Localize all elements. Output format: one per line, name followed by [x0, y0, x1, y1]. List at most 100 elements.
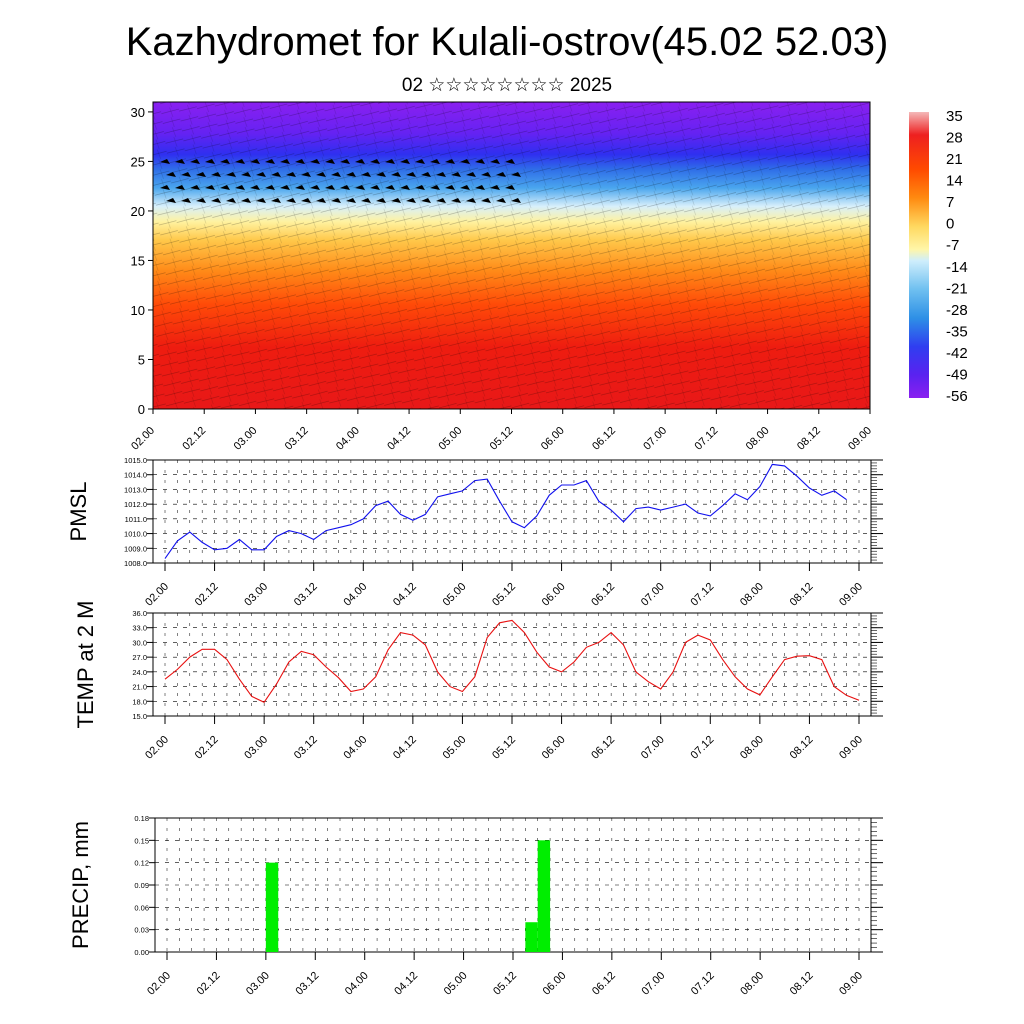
x-tick-label: 08.12	[788, 734, 816, 762]
wind-barb	[241, 172, 251, 177]
wind-barb	[391, 172, 401, 177]
x-tick-label: 02.00	[143, 581, 171, 609]
wind-barb	[190, 185, 200, 190]
wind-barb	[355, 185, 365, 190]
x-tick-label: 04.12	[391, 581, 419, 609]
wind-barb	[436, 172, 446, 177]
wind-barbs	[160, 159, 521, 203]
wind-barb	[481, 172, 491, 177]
wind-barb	[511, 198, 521, 203]
wind-barb	[331, 172, 341, 177]
x-tick-label: 06.12	[590, 970, 618, 998]
wind-barb	[415, 185, 425, 190]
wind-barb	[271, 172, 281, 177]
x-tick-label: 07.12	[688, 734, 716, 762]
wind-barb	[421, 198, 431, 203]
y-tick-label: 0.00	[134, 948, 149, 957]
x-tick-label: 06.12	[589, 734, 617, 762]
x-tick-label: 05.12	[490, 734, 518, 762]
wind-barb	[205, 185, 215, 190]
wind-barb	[220, 185, 230, 190]
x-tick-label: 07.00	[639, 734, 667, 762]
wind-barb	[496, 198, 506, 203]
wind-barb	[505, 159, 515, 164]
y-tick-label: 33.0	[132, 624, 147, 633]
x-tick-label: 08.12	[795, 425, 823, 453]
wind-streaks	[153, 102, 870, 409]
colorbar-label: 7	[946, 194, 954, 211]
wind-barb	[391, 198, 401, 203]
temp-2m-panel: 15.0 18.0 21.0 24.0 27.0 30.0 33.0 36.0 02.00 02.…	[73, 601, 883, 762]
wind-barb	[460, 159, 470, 164]
y-tick-label: 21.0	[132, 683, 147, 692]
wind-barb	[406, 198, 416, 203]
colorbar-label: -7	[946, 237, 959, 254]
x-tick-label: 07.12	[693, 425, 721, 453]
y-tick-label: 0	[138, 402, 145, 417]
wind-barb	[496, 172, 506, 177]
wind-barb	[460, 185, 470, 190]
x-tick-label: 02.12	[193, 581, 221, 609]
y-tick-label: 0.06	[134, 903, 149, 912]
x-tick-label: 08.12	[788, 970, 816, 998]
colorbar-label: 28	[946, 130, 963, 147]
x-tick-label: 03.12	[283, 425, 311, 453]
wind-barb	[316, 172, 326, 177]
wind-barb	[160, 159, 170, 164]
precip-bar	[525, 922, 538, 952]
x-tick-label: 08.12	[788, 581, 816, 609]
wind-barb	[310, 159, 320, 164]
y-tick-label: 36.0	[132, 609, 147, 618]
y-axis-label: PRECIP, mm	[68, 821, 93, 949]
wind-barb	[421, 172, 431, 177]
colorbar-label: -56	[946, 388, 968, 405]
x-tick-label: 06.00	[540, 581, 568, 609]
x-tick-label: 09.00	[837, 734, 865, 762]
chart-title: Kazhydromet for Kulali-ostrov(45.02 52.0…	[126, 20, 889, 64]
wind-barb	[256, 172, 266, 177]
x-tick-label: 03.12	[292, 581, 320, 609]
x-tick-label: 09.00	[846, 425, 874, 453]
x-tick-label: 03.12	[293, 970, 321, 998]
x-tick-label: 07.12	[689, 970, 717, 998]
x-tick-label: 05.00	[442, 970, 470, 998]
wind-barb	[211, 172, 221, 177]
wind-barb	[226, 198, 236, 203]
x-tick-label: 09.00	[837, 970, 865, 998]
wind-barb	[400, 159, 410, 164]
wind-barb	[241, 198, 251, 203]
wind-barb	[175, 159, 185, 164]
x-tick-label: 03.00	[242, 734, 270, 762]
wind-barb	[475, 185, 485, 190]
y-tick-label: 5	[138, 352, 145, 367]
wind-barb	[406, 172, 416, 177]
y-tick-label: 30.0	[132, 638, 147, 647]
wind-barb	[271, 198, 281, 203]
x-tick-label: 08.00	[738, 970, 766, 998]
y-tick-label: 10	[131, 303, 145, 318]
colorbar-label: -14	[946, 259, 968, 276]
x-tick-label: 04.12	[391, 734, 419, 762]
wind-barb	[226, 172, 236, 177]
wind-barb	[361, 198, 371, 203]
x-tick-label: 08.00	[738, 581, 766, 609]
wind-barb	[445, 185, 455, 190]
y-tick-label: 1010.0	[124, 530, 147, 539]
wind-barb	[415, 159, 425, 164]
colorbar-label: -49	[946, 366, 968, 383]
x-tick-label: 06.00	[539, 425, 567, 453]
x-tick-label: 05.00	[441, 581, 469, 609]
colorbar-label: -42	[946, 345, 968, 362]
x-tick-label: 03.00	[242, 581, 270, 609]
wind-barb	[475, 159, 485, 164]
precip-panel: 0.00 0.03 0.06 0.09 0.12 0.15 0.18 02.00 02.12 03…	[68, 814, 883, 998]
x-tick-label: 07.00	[641, 425, 669, 453]
y-tick-label: 1012.0	[124, 500, 147, 509]
wind-barb	[451, 172, 461, 177]
x-tick-label: 02.12	[193, 734, 221, 762]
wind-barb	[235, 185, 245, 190]
wind-barb	[250, 159, 260, 164]
colorbar-label: -28	[946, 302, 968, 319]
wind-barb	[190, 159, 200, 164]
colorbar-label: -35	[946, 323, 968, 340]
